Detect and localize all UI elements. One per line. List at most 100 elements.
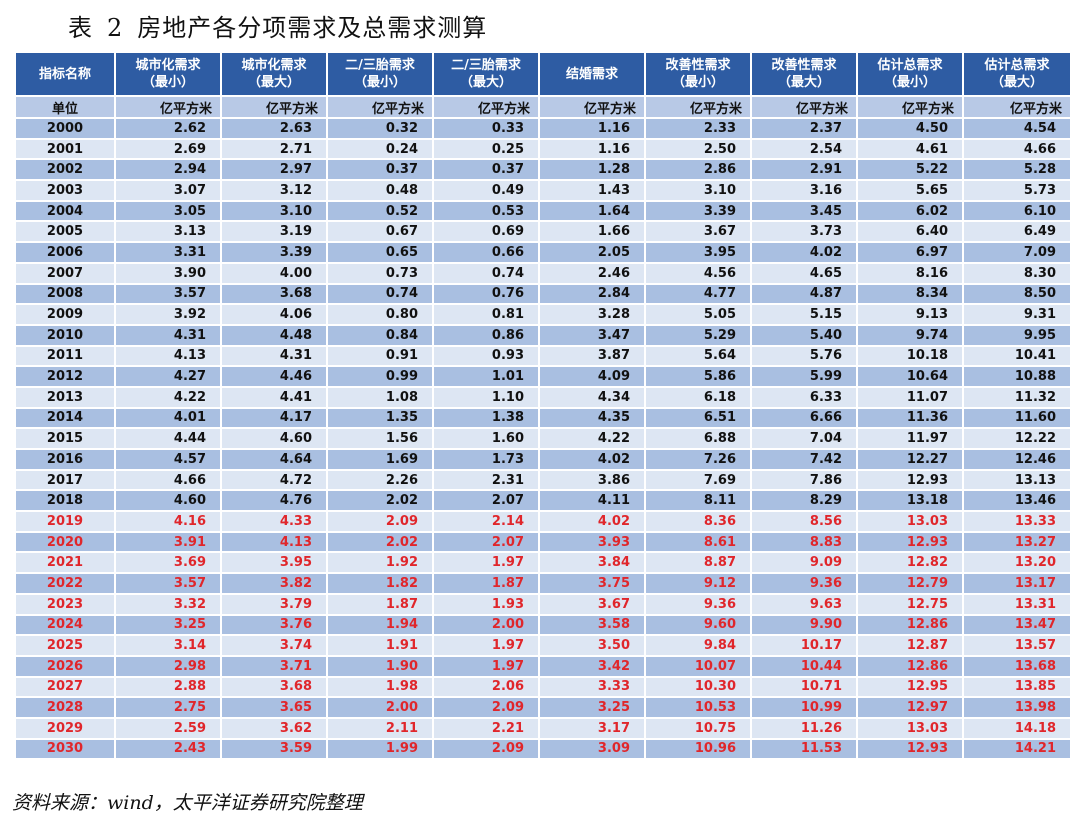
value-cell: 3.67 xyxy=(646,222,752,244)
value-cell: 9.63 xyxy=(752,594,858,616)
value-cell: 10.18 xyxy=(858,346,964,368)
value-cell: 1.97 xyxy=(434,636,540,657)
value-cell: 3.90 xyxy=(116,263,222,285)
value-cell: 3.57 xyxy=(116,284,222,306)
value-cell: 4.00 xyxy=(222,263,328,285)
value-cell: 3.17 xyxy=(540,718,646,740)
table-row: 2018 4.60 4.76 2.02 2.07 4.11 8.11 8.29 13.18 13.… xyxy=(16,491,1072,513)
year-cell: 2017 xyxy=(16,470,116,492)
value-cell: 1.08 xyxy=(328,387,434,409)
value-cell: 4.56 xyxy=(646,263,752,285)
value-cell: 10.75 xyxy=(646,718,752,740)
value-cell: 1.73 xyxy=(434,450,540,471)
value-cell: 9.74 xyxy=(858,325,964,347)
table-body: 2000 2.62 2.63 0.32 0.33 1.16 2.33 2.37 4.50 4.54… xyxy=(16,119,1072,761)
value-cell: 0.66 xyxy=(434,243,540,264)
value-cell: 4.87 xyxy=(752,284,858,306)
value-cell: 4.41 xyxy=(222,387,328,409)
value-cell: 2.59 xyxy=(116,718,222,740)
value-cell: 0.69 xyxy=(434,222,540,244)
value-cell: 2.37 xyxy=(752,119,858,140)
year-cell: 2002 xyxy=(16,160,116,182)
value-cell: 4.65 xyxy=(752,263,858,285)
value-cell: 3.25 xyxy=(540,698,646,719)
year-cell: 2018 xyxy=(16,491,116,513)
demand-table: 指标名称 城市化需求 （最小） 城市化需求 （最大） 二/三胎需求 （最小） 二/三胎… xyxy=(16,53,1072,761)
table-row: 2000 2.62 2.63 0.32 0.33 1.16 2.33 2.37 4.50 4.54 xyxy=(16,119,1072,140)
value-cell: 10.07 xyxy=(646,656,752,678)
value-cell: 3.45 xyxy=(752,201,858,223)
value-cell: 2.02 xyxy=(328,491,434,513)
value-cell: 3.14 xyxy=(116,636,222,657)
value-cell: 1.97 xyxy=(434,553,540,575)
value-cell: 12.27 xyxy=(858,450,964,471)
value-cell: 1.66 xyxy=(540,222,646,244)
table-title-text: 房地产各分项需求及总需求测算 xyxy=(137,14,488,42)
value-cell: 0.32 xyxy=(328,119,434,140)
value-cell: 2.09 xyxy=(434,698,540,719)
value-cell: 3.65 xyxy=(222,698,328,719)
value-cell: 4.16 xyxy=(116,512,222,533)
value-cell: 0.37 xyxy=(328,160,434,182)
unit-cell: 亿平方米 xyxy=(116,97,222,119)
table-title: 表 2 房地产各分项需求及总需求测算 xyxy=(68,10,487,46)
value-cell: 7.42 xyxy=(752,450,858,471)
year-cell: 2029 xyxy=(16,718,116,740)
value-cell: 3.62 xyxy=(222,718,328,740)
value-cell: 13.68 xyxy=(964,656,1072,678)
value-cell: 5.99 xyxy=(752,367,858,388)
value-cell: 10.88 xyxy=(964,367,1072,388)
value-cell: 4.02 xyxy=(540,512,646,533)
value-cell: 3.32 xyxy=(116,594,222,616)
table-row: 2011 4.13 4.31 0.91 0.93 3.87 5.64 5.76 10.18 10.… xyxy=(16,346,1072,368)
year-cell: 2030 xyxy=(16,739,116,761)
year-cell: 2027 xyxy=(16,677,116,699)
value-cell: 4.22 xyxy=(540,429,646,450)
value-cell: 0.86 xyxy=(434,325,540,347)
table-row: 2025 3.14 3.74 1.91 1.97 3.50 9.84 10.17 12.87 13… xyxy=(16,636,1072,657)
value-cell: 9.36 xyxy=(752,574,858,595)
value-cell: 3.39 xyxy=(646,201,752,223)
value-cell: 3.33 xyxy=(540,677,646,699)
table-row: 2014 4.01 4.17 1.35 1.38 4.35 6.51 6.66 11.36 11.… xyxy=(16,408,1072,430)
value-cell: 2.02 xyxy=(328,532,434,554)
header-cell: 指标名称 xyxy=(16,53,116,97)
value-cell: 4.60 xyxy=(116,491,222,513)
year-cell: 2003 xyxy=(16,181,116,202)
value-cell: 2.97 xyxy=(222,160,328,182)
value-cell: 9.90 xyxy=(752,615,858,637)
table-row: 2022 3.57 3.82 1.82 1.87 3.75 9.12 9.36 12.79 13.… xyxy=(16,574,1072,595)
value-cell: 4.46 xyxy=(222,367,328,388)
year-cell: 2000 xyxy=(16,119,116,140)
value-cell: 4.60 xyxy=(222,429,328,450)
table-row: 2010 4.31 4.48 0.84 0.86 3.47 5.29 5.40 9.74 9.95 xyxy=(16,325,1072,347)
value-cell: 5.65 xyxy=(858,181,964,202)
value-cell: 6.49 xyxy=(964,222,1072,244)
value-cell: 13.57 xyxy=(964,636,1072,657)
value-cell: 11.60 xyxy=(964,408,1072,430)
value-cell: 6.10 xyxy=(964,201,1072,223)
value-cell: 3.92 xyxy=(116,305,222,326)
value-cell: 6.18 xyxy=(646,387,752,409)
value-cell: 11.07 xyxy=(858,387,964,409)
value-cell: 4.72 xyxy=(222,470,328,492)
year-cell: 2016 xyxy=(16,450,116,471)
value-cell: 3.12 xyxy=(222,181,328,202)
value-cell: 2.26 xyxy=(328,470,434,492)
value-cell: 0.80 xyxy=(328,305,434,326)
value-cell: 8.11 xyxy=(646,491,752,513)
value-cell: 13.46 xyxy=(964,491,1072,513)
unit-cell: 亿平方米 xyxy=(328,97,434,119)
value-cell: 5.64 xyxy=(646,346,752,368)
value-cell: 1.10 xyxy=(434,387,540,409)
value-cell: 2.71 xyxy=(222,139,328,161)
year-cell: 2010 xyxy=(16,325,116,347)
value-cell: 3.31 xyxy=(116,243,222,264)
value-cell: 1.64 xyxy=(540,201,646,223)
value-cell: 2.46 xyxy=(540,263,646,285)
value-cell: 10.53 xyxy=(646,698,752,719)
value-cell: 0.74 xyxy=(434,263,540,285)
value-cell: 11.36 xyxy=(858,408,964,430)
value-cell: 8.83 xyxy=(752,532,858,554)
value-cell: 5.76 xyxy=(752,346,858,368)
